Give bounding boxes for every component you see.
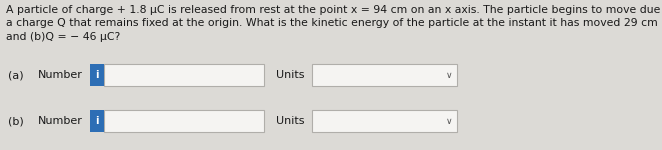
Text: Units: Units <box>276 70 305 80</box>
Text: Units: Units <box>276 116 305 126</box>
FancyBboxPatch shape <box>312 64 457 86</box>
FancyBboxPatch shape <box>90 110 104 132</box>
Text: Number: Number <box>38 70 83 80</box>
FancyBboxPatch shape <box>90 64 104 86</box>
Text: and (b)Q = − 46 μC?: and (b)Q = − 46 μC? <box>6 32 120 42</box>
Text: (a): (a) <box>8 70 24 80</box>
FancyBboxPatch shape <box>104 64 264 86</box>
Text: ∨: ∨ <box>446 70 452 80</box>
Text: i: i <box>95 70 99 80</box>
FancyBboxPatch shape <box>104 110 264 132</box>
Text: i: i <box>95 116 99 126</box>
Text: (b): (b) <box>8 116 24 126</box>
Text: a charge Q that remains fixed at the origin. What is the kinetic energy of the p: a charge Q that remains fixed at the ori… <box>6 18 662 28</box>
Text: ∨: ∨ <box>446 117 452 126</box>
FancyBboxPatch shape <box>312 110 457 132</box>
Text: Number: Number <box>38 116 83 126</box>
Text: A particle of charge + 1.8 μC is released from rest at the point x = 94 cm on an: A particle of charge + 1.8 μC is release… <box>6 5 662 15</box>
